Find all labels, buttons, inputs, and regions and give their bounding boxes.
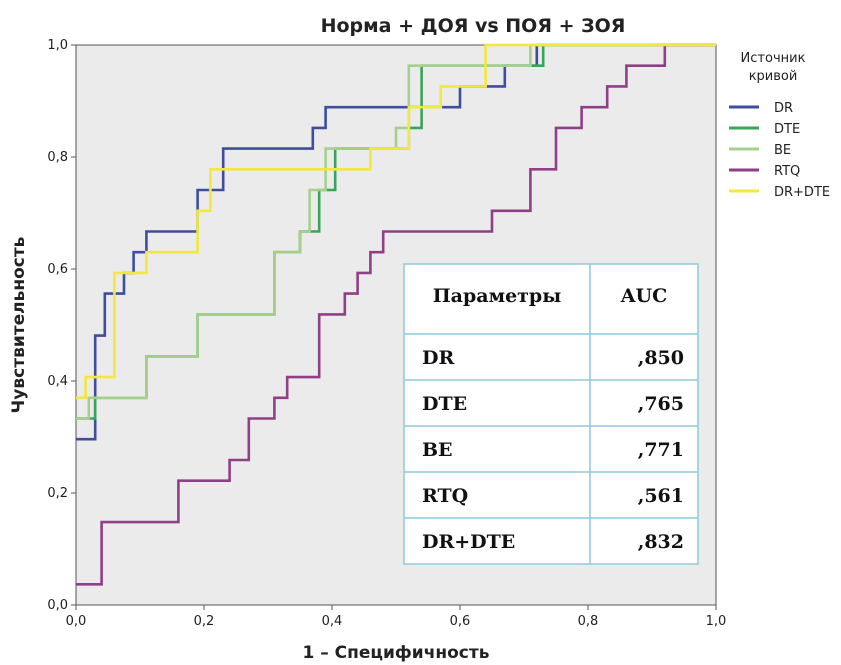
legend-label-rtq: RTQ <box>774 164 800 179</box>
y-tick-label: 0,0 <box>47 598 68 613</box>
y-tick-label: 0,2 <box>47 486 68 501</box>
series-line-dr-dte <box>76 43 716 400</box>
y-tick-label: 1,0 <box>47 38 68 53</box>
y-tick-label: 0,8 <box>47 150 68 165</box>
legend-title-line-2: кривой <box>749 69 798 84</box>
auc-table-param-cell: RTQ <box>422 485 468 507</box>
auc-table-header-auc: AUC <box>620 285 667 307</box>
x-tick-label: 1,0 <box>706 614 727 629</box>
axis-ticks: 0,0 0,2 0,4 0,6 0,8 1,0 0,0 0,2 0,4 0,6 0,8 1,0 <box>47 38 726 629</box>
x-tick-label: 0,8 <box>578 614 599 629</box>
legend-label-dr-dte: DR+DTE <box>774 185 830 200</box>
legend: Источник кривой DR DTE BE RTQ DR+DTE <box>729 51 830 200</box>
auc-table-frame <box>403 263 699 565</box>
auc-table-value-cell: ,850 <box>638 347 684 369</box>
auc-table-param-cell: DTE <box>422 393 467 415</box>
x-axis-label: 1 – Специфичность <box>303 643 490 663</box>
y-axis-label: Чувствительность <box>9 237 29 414</box>
auc-table-param-cell: DR+DTE <box>422 531 515 553</box>
legend-label-dr: DR <box>774 101 793 116</box>
legend-label-dte: DTE <box>774 122 800 137</box>
auc-table-header-params: Параметры <box>433 285 562 307</box>
auc-table-param-cell: DR <box>422 347 454 369</box>
series-group <box>76 43 716 586</box>
legend-label-be: BE <box>774 143 791 158</box>
legend-title-line-1: Источник <box>741 51 806 66</box>
x-tick-label: 0,0 <box>66 614 87 629</box>
y-tick-label: 0,4 <box>47 374 68 389</box>
series-line-rtq <box>76 43 716 586</box>
series-line-be <box>76 43 716 420</box>
auc-table: Параметры AUC DR ,850 DTE ,765 BE ,771 RTQ ,561 DR… <box>403 263 699 565</box>
auc-table-value-cell: ,765 <box>638 393 684 415</box>
auc-table-value-cell: ,771 <box>638 439 684 461</box>
chart-title: Норма + ДОЯ vs ПОЯ + ЗОЯ <box>321 15 626 37</box>
auc-table-value-cell: ,561 <box>638 485 684 507</box>
auc-table-value-cell: ,832 <box>638 531 684 553</box>
y-tick-label: 0,6 <box>47 262 68 277</box>
auc-table-param-cell: BE <box>422 439 453 461</box>
x-tick-label: 0,2 <box>194 614 215 629</box>
x-tick-label: 0,6 <box>450 614 471 629</box>
x-tick-label: 0,4 <box>322 614 343 629</box>
